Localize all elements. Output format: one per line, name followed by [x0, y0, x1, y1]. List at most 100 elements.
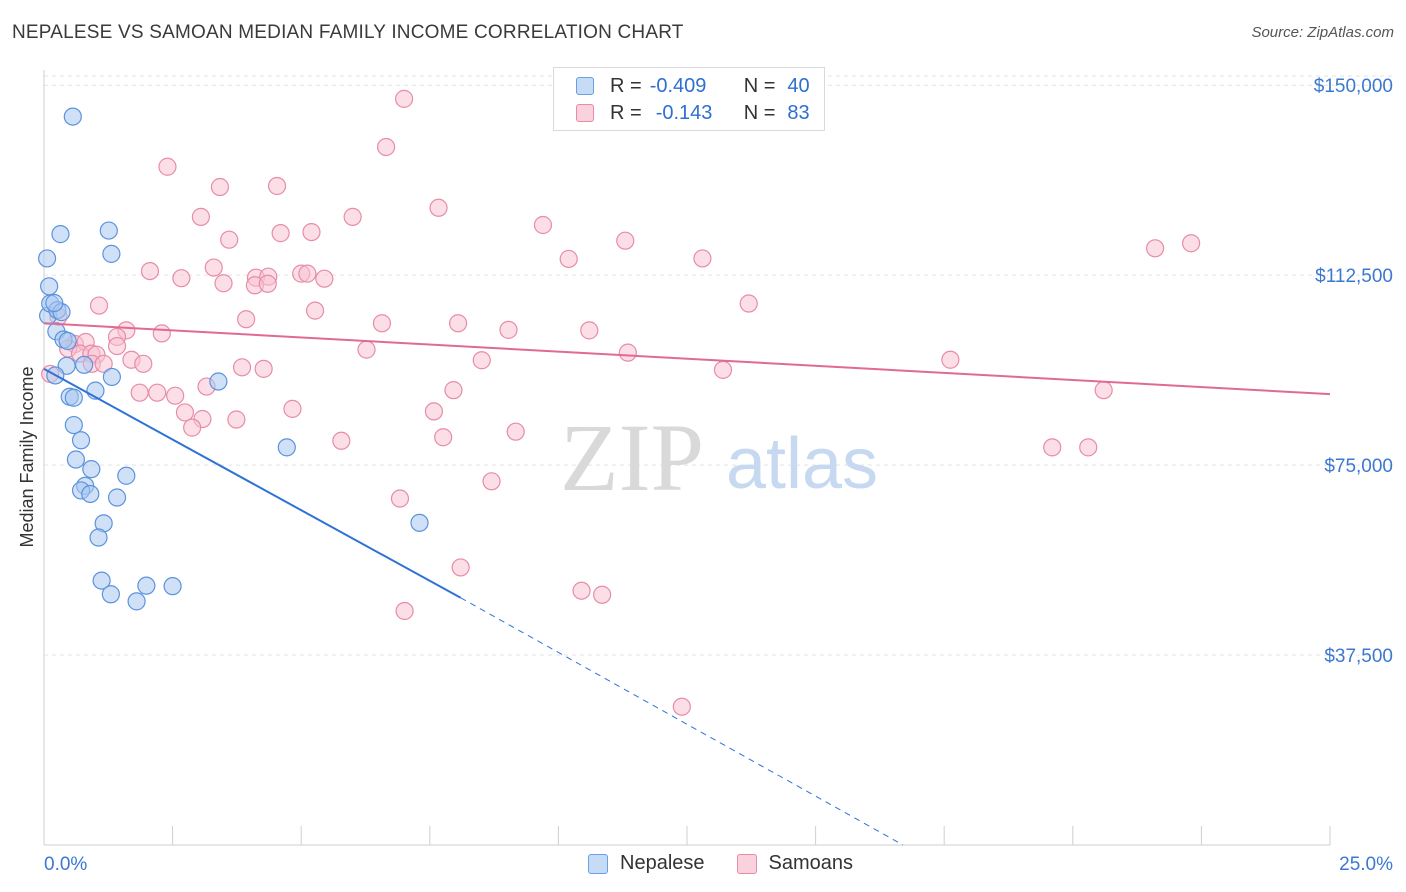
samoans-point	[305, 301, 325, 320]
samoans-point	[254, 359, 273, 378]
samoans-swatch	[576, 104, 594, 122]
legend-r-value: -0.409	[649, 74, 707, 97]
watermark-zip: ZIP	[560, 404, 704, 511]
samoans-point	[134, 354, 153, 373]
samoans-point	[395, 601, 414, 621]
samoans-points	[41, 89, 1201, 716]
samoans-point	[390, 489, 410, 508]
samoans-point	[448, 314, 468, 333]
samoans-point	[172, 269, 191, 288]
y-tick-label: $75,000	[1324, 456, 1393, 477]
nepalese-point	[71, 431, 91, 450]
nepalese-point	[51, 225, 70, 244]
samoans-point	[941, 350, 960, 369]
nepalese-legend-label: Nepalese	[620, 852, 705, 874]
samoans-point	[499, 320, 518, 339]
samoans-point	[271, 224, 290, 243]
samoans-point	[429, 198, 448, 217]
nepalese-point	[58, 331, 77, 351]
samoans-point	[424, 402, 444, 421]
nepalese-points	[37, 107, 429, 611]
samoans-point	[451, 558, 470, 577]
legend-r-value: -0.143	[655, 101, 713, 124]
samoans-point	[94, 354, 113, 373]
samoans-point	[191, 207, 210, 226]
nepalese-point	[63, 107, 82, 126]
nepalese-point	[163, 577, 182, 596]
stats-legend: R = -0.409 N = 40 R = -0.143 N = 83	[553, 67, 825, 131]
samoans-point	[394, 89, 414, 108]
samoans-point	[315, 269, 334, 288]
samoans-point	[204, 258, 223, 277]
y-axis-label: Median Family Income	[17, 366, 37, 547]
samoans-point	[372, 314, 392, 333]
samoans-point	[1182, 234, 1201, 253]
samoans-point	[559, 249, 578, 269]
samoans-point	[693, 249, 712, 268]
legend-row-samoans: R = -0.143 N = 83	[576, 100, 810, 126]
y-tick-label: $112,500	[1315, 266, 1393, 287]
nepalese-point	[117, 466, 136, 485]
nepalese-point	[99, 221, 118, 240]
samoans-point	[302, 222, 321, 242]
samoans-point	[672, 697, 691, 716]
samoans-point	[472, 351, 491, 370]
samoans-point	[152, 324, 171, 343]
trend-lines	[43, 322, 1331, 846]
y-tick-label: $150,000	[1314, 76, 1393, 97]
nepalese-point	[92, 571, 111, 590]
samoans-point	[227, 410, 246, 429]
samoans-point	[183, 418, 202, 437]
nepalese-point	[137, 576, 156, 595]
samoans-point	[444, 381, 463, 400]
samoans-point	[232, 358, 252, 377]
samoans-point	[267, 176, 287, 196]
samoans-point	[158, 157, 177, 176]
samoans-trend-line	[43, 322, 1331, 396]
samoans-point	[1094, 381, 1113, 400]
x-tick-label: 25.0%	[1339, 854, 1393, 875]
samoans-point	[237, 310, 256, 329]
samoans-point	[1043, 438, 1062, 457]
nepalese-point	[45, 293, 64, 313]
nepalese-point	[82, 460, 101, 479]
samoans-point	[220, 230, 239, 249]
nepalese-point	[81, 484, 100, 504]
nepalese-point	[40, 277, 59, 296]
samoans-point	[148, 383, 167, 402]
nepalese-point	[102, 367, 122, 387]
nepalese-point	[277, 438, 296, 457]
samoans-point	[739, 294, 758, 313]
nepalese-point	[37, 249, 57, 268]
nepalese-point	[75, 355, 94, 374]
samoans-point	[130, 383, 149, 402]
samoans-point	[166, 386, 185, 405]
series-legend: Nepalese Samoans	[588, 852, 853, 875]
samoans-point	[1146, 239, 1165, 258]
samoans-point	[580, 321, 599, 340]
nepalese-trend-extension	[460, 597, 904, 846]
nepalese-point	[107, 488, 127, 507]
x-tick-labels: 0.0% 25.0%	[44, 854, 1393, 875]
nepalese-point	[64, 415, 83, 435]
samoans-point	[506, 422, 525, 441]
nepalese-point	[102, 244, 121, 263]
chart-title: NEPALESE VS SAMOAN MEDIAN FAMILY INCOME …	[12, 22, 684, 43]
samoans-point	[482, 472, 501, 491]
samoans-point	[618, 343, 637, 362]
samoans-point	[89, 296, 109, 315]
nepalese-point	[101, 585, 120, 604]
legend-row-nepalese: R = -0.409 N = 40	[576, 73, 810, 99]
watermark-atlas: atlas	[726, 424, 878, 504]
samoans-point	[1079, 438, 1098, 457]
legend-n-label: N =	[743, 101, 776, 124]
legend-n-label: N =	[743, 74, 776, 97]
samoans-point	[434, 428, 453, 447]
source-label: Source: ZipAtlas.com	[1251, 24, 1394, 41]
samoans-point	[210, 177, 230, 197]
x-tick-label: 0.0%	[44, 854, 87, 875]
legend-r-label: R =	[610, 101, 642, 124]
nepalese-point	[66, 450, 85, 469]
nepalese-point	[89, 528, 108, 547]
